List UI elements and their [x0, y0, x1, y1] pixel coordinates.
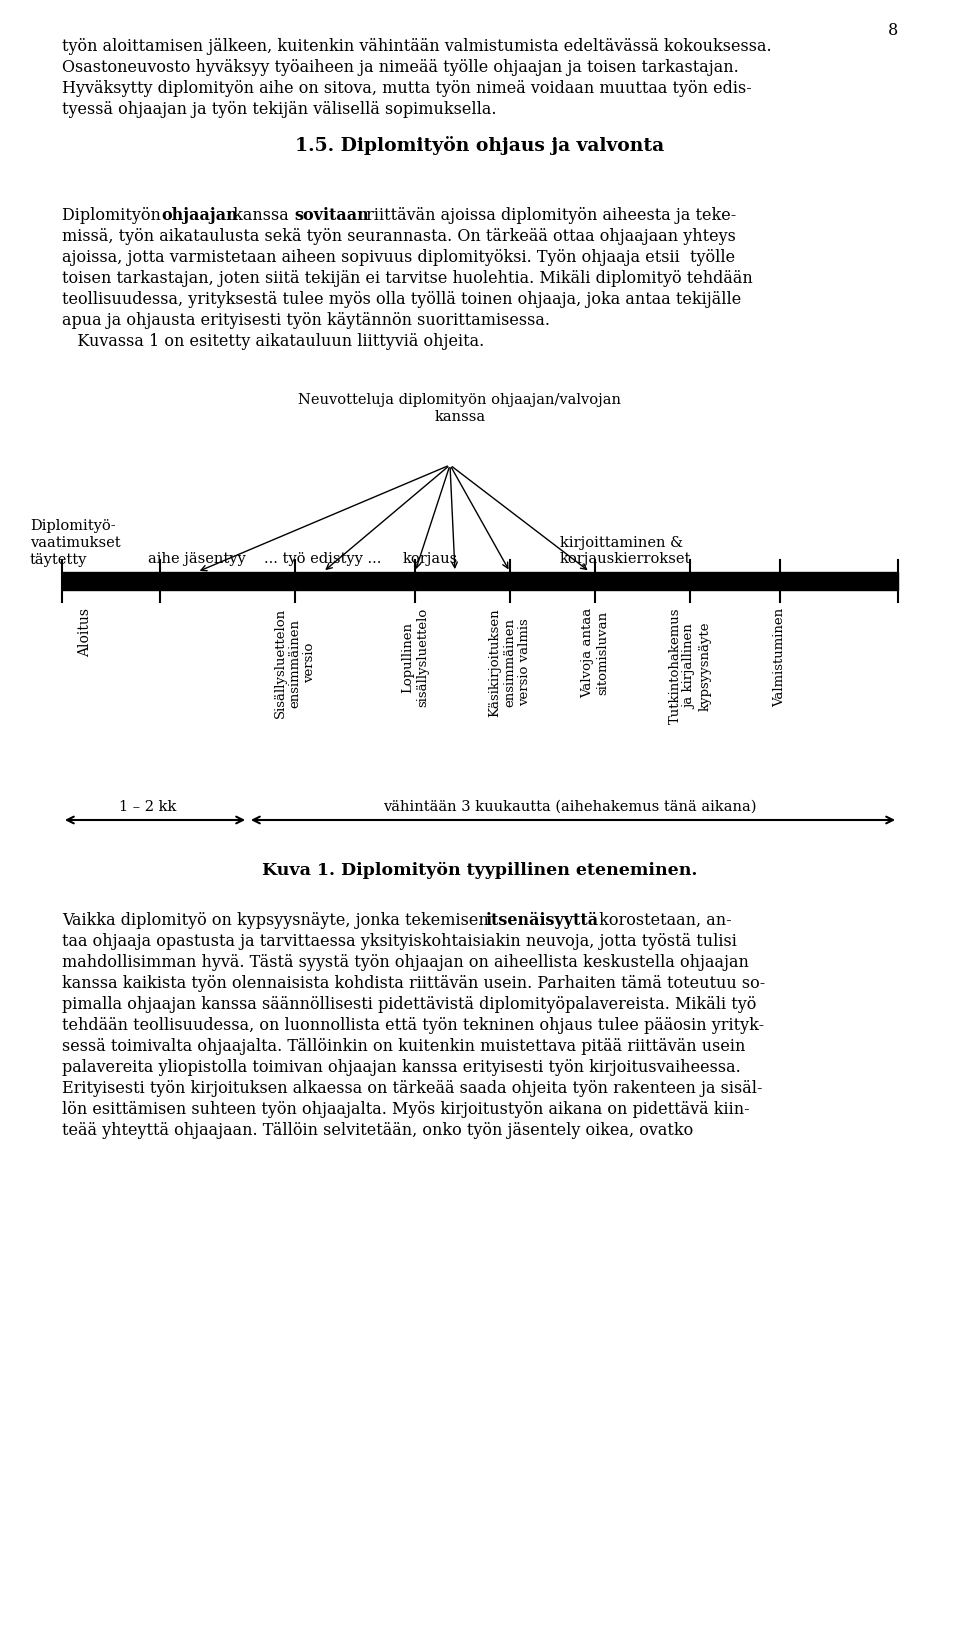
Text: tehdään teollisuudessa, on luonnollista että työn tekninen ohjaus tulee pääosin : tehdään teollisuudessa, on luonnollista … — [62, 1018, 764, 1034]
Text: Diplomityö-
vaatimukset
täytetty: Diplomityö- vaatimukset täytetty — [30, 519, 121, 567]
Text: työn aloittamisen jälkeen, kuitenkin vähintään valmistumista edeltävässä kokouks: työn aloittamisen jälkeen, kuitenkin väh… — [62, 38, 772, 55]
Text: lön esittämisen suhteen työn ohjaajalta. Myös kirjoitustyön aikana on pidettävä : lön esittämisen suhteen työn ohjaajalta.… — [62, 1100, 750, 1118]
Text: Valvoja antaa
sitomisluvan: Valvoja antaa sitomisluvan — [581, 608, 609, 699]
Text: Erityisesti työn kirjoituksen alkaessa on tärkeää saada ohjeita työn rakenteen j: Erityisesti työn kirjoituksen alkaessa o… — [62, 1080, 762, 1097]
Text: ... työ edistyy ...: ... työ edistyy ... — [264, 552, 382, 567]
Text: Kuva 1. Diplomityön tyypillinen eteneminen.: Kuva 1. Diplomityön tyypillinen etenemin… — [262, 862, 698, 879]
Text: Vaikka diplomityö on kypsyysnäyte, jonka tekemisen: Vaikka diplomityö on kypsyysnäyte, jonka… — [62, 912, 493, 928]
Text: Lopullinen
sisällysluettelo: Lopullinen sisällysluettelo — [401, 608, 429, 707]
Text: missä, työn aikataulusta sekä työn seurannasta. On tärkeää ottaa ohjaajaan yhtey: missä, työn aikataulusta sekä työn seura… — [62, 228, 736, 244]
Bar — [62, 572, 898, 590]
Text: itsenäisyyttä: itsenäisyyttä — [486, 912, 599, 928]
Text: aihe jäsentyy: aihe jäsentyy — [148, 552, 246, 567]
Text: teää yhteyttä ohjaajaan. Tällöin selvitetään, onko työn jäsentely oikea, ovatko: teää yhteyttä ohjaajaan. Tällöin selvite… — [62, 1122, 693, 1138]
Text: apua ja ohjausta erityisesti työn käytännön suorittamisessa.: apua ja ohjausta erityisesti työn käytän… — [62, 312, 550, 329]
Text: Tutkintohakemus
ja kirjallinen
kypsyysnäyte: Tutkintohakemus ja kirjallinen kypsyysnä… — [668, 608, 711, 725]
Text: Hyväksytty diplomityön aihe on sitova, mutta työn nimeä voidaan muuttaa työn edi: Hyväksytty diplomityön aihe on sitova, m… — [62, 79, 752, 97]
Text: kanssa kaikista työn olennaisista kohdista riittävän usein. Parhaiten tämä toteu: kanssa kaikista työn olennaisista kohdis… — [62, 975, 765, 991]
Text: korjaus: korjaus — [402, 552, 458, 567]
Text: Diplomityön: Diplomityön — [62, 206, 166, 225]
Text: Neuvotteluja diplomityön ohjaajan/valvojan
kanssa: Neuvotteluja diplomityön ohjaajan/valvoj… — [299, 393, 621, 425]
Text: Osastoneuvosto hyväksyy työaiheen ja nimeää työlle ohjaajan ja toisen tarkastaja: Osastoneuvosto hyväksyy työaiheen ja nim… — [62, 59, 739, 76]
Text: tyessä ohjaajan ja työn tekijän välisellä sopimuksella.: tyessä ohjaajan ja työn tekijän välisell… — [62, 101, 496, 117]
Text: Sisällysluettelon
ensimmäinen
versio: Sisällysluettelon ensimmäinen versio — [274, 608, 317, 719]
Text: sovitaan: sovitaan — [295, 206, 370, 225]
Text: ajoissa, jotta varmistetaan aiheen sopivuus diplomityöksi. Työn ohjaaja etsii  t: ajoissa, jotta varmistetaan aiheen sopiv… — [62, 249, 735, 266]
Text: pimalla ohjaajan kanssa säännöllisesti pidettävistä diplomityöpalavereista. Mikä: pimalla ohjaajan kanssa säännöllisesti p… — [62, 996, 756, 1013]
Text: palavereita yliopistolla toimivan ohjaajan kanssa erityisesti työn kirjoitusvaih: palavereita yliopistolla toimivan ohjaaj… — [62, 1059, 741, 1075]
Text: ohjaajan: ohjaajan — [161, 206, 238, 225]
Text: kirjoittaminen &
korjauskierrokset: kirjoittaminen & korjauskierrokset — [560, 535, 691, 567]
Text: toisen tarkastajan, joten siitä tekijän ei tarvitse huolehtia. Mikäli diplomityö: toisen tarkastajan, joten siitä tekijän … — [62, 269, 753, 287]
Text: Kuvassa 1 on esitetty aikatauluun liittyviä ohjeita.: Kuvassa 1 on esitetty aikatauluun liitty… — [62, 334, 484, 350]
Text: riittävän ajoissa diplomityön aiheesta ja teke-: riittävän ajoissa diplomityön aiheesta j… — [361, 206, 736, 225]
Text: 1.5. Diplomityön ohjaus ja valvonta: 1.5. Diplomityön ohjaus ja valvonta — [296, 135, 664, 155]
Text: teollisuudessa, yrityksestä tulee myös olla työllä toinen ohjaaja, joka antaa te: teollisuudessa, yrityksestä tulee myös o… — [62, 291, 741, 307]
Text: korostetaan, an-: korostetaan, an- — [593, 912, 732, 928]
Text: Aloitus: Aloitus — [78, 608, 92, 657]
Text: sessä toimivalta ohjaajalta. Tällöinkin on kuitenkin muistettava pitää riittävän: sessä toimivalta ohjaajalta. Tällöinkin … — [62, 1037, 745, 1056]
Text: taa ohjaaja opastusta ja tarvittaessa yksityiskohtaisiakin neuvoja, jotta työstä: taa ohjaaja opastusta ja tarvittaessa yk… — [62, 933, 737, 950]
Text: 8: 8 — [888, 21, 898, 40]
Text: mahdollisimman hyvä. Tästä syystä työn ohjaajan on aiheellista keskustella ohjaa: mahdollisimman hyvä. Tästä syystä työn o… — [62, 953, 749, 971]
Text: kanssa: kanssa — [228, 206, 294, 225]
Text: 1 – 2 kk: 1 – 2 kk — [119, 800, 177, 814]
Text: Valmistuminen: Valmistuminen — [774, 608, 786, 707]
Text: Käsikirjoituksen
ensimmäinen
versio valmis: Käsikirjoituksen ensimmäinen versio valm… — [489, 608, 532, 717]
Text: vähintään 3 kuukautta (aihehakemus tänä aikana): vähintään 3 kuukautta (aihehakemus tänä … — [383, 800, 756, 814]
